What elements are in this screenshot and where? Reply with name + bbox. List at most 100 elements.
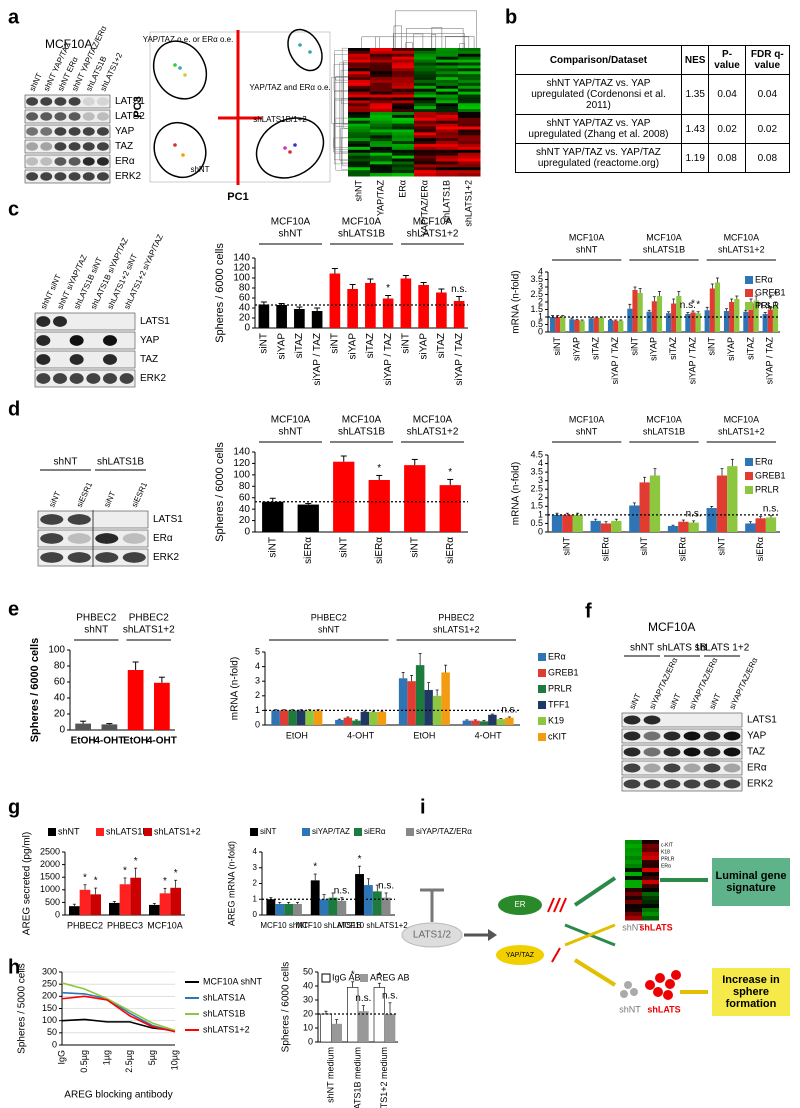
y-tick-label: 2000 bbox=[40, 859, 60, 869]
heatmap-cell bbox=[625, 868, 642, 873]
table-row: shNT YAP/TAZ vs. YAP upregulated (Corden… bbox=[515, 74, 791, 115]
band bbox=[53, 373, 67, 384]
heatmap-cell bbox=[436, 126, 459, 130]
x-tick-label: siTAZ bbox=[668, 337, 678, 360]
heatmap-cell bbox=[348, 74, 371, 78]
band bbox=[36, 335, 51, 346]
heatmap-cell bbox=[625, 840, 642, 845]
heatmap-cell bbox=[370, 152, 393, 157]
band bbox=[643, 715, 661, 725]
heatmap-cell bbox=[458, 106, 481, 110]
band bbox=[119, 373, 134, 384]
bar bbox=[690, 312, 696, 332]
node-label: ER bbox=[514, 900, 525, 909]
band bbox=[54, 127, 67, 136]
dendrogram bbox=[459, 43, 466, 48]
y-tick-label: 4.5 bbox=[530, 449, 543, 459]
heatmap-cell bbox=[414, 94, 437, 98]
heatmap-cell bbox=[414, 65, 437, 69]
heatmap-cell bbox=[414, 56, 437, 61]
header-cell: FDR q-value bbox=[744, 45, 791, 75]
heatmap-cell bbox=[458, 126, 481, 130]
heatmap-cell bbox=[458, 112, 481, 116]
heatmap-cell bbox=[436, 82, 459, 87]
bar bbox=[293, 903, 302, 915]
band bbox=[122, 533, 146, 544]
sphere bbox=[624, 981, 632, 989]
heatmap-cell bbox=[458, 173, 481, 177]
heatmap-cell bbox=[414, 170, 437, 174]
y-tick-label: 140 bbox=[233, 253, 250, 264]
x-tick-label: siERα bbox=[445, 537, 456, 564]
heatmap-cell bbox=[348, 50, 371, 55]
heatmap-cell bbox=[348, 132, 371, 136]
y-tick-label: 10 bbox=[303, 1022, 313, 1032]
heatmap-cell bbox=[392, 80, 415, 84]
arrowhead bbox=[488, 929, 497, 941]
legend-label: ERα bbox=[755, 456, 773, 466]
heatmap-cell bbox=[370, 50, 393, 55]
y-tick-label: 3 bbox=[538, 281, 543, 291]
heatmap-cell bbox=[370, 123, 393, 128]
y-tick-label: 0 bbox=[59, 725, 65, 736]
x-tick-label: siYAP bbox=[347, 333, 358, 360]
bar bbox=[381, 897, 391, 915]
cell: 1.35 bbox=[680, 74, 710, 115]
x-tick-label: MCF10 shLATS1B bbox=[295, 921, 361, 930]
heatmap-cell bbox=[348, 170, 371, 174]
bar bbox=[149, 904, 160, 915]
y-tick-label: 150 bbox=[42, 1003, 57, 1013]
bar bbox=[627, 308, 633, 332]
bar bbox=[723, 311, 730, 332]
heatmap-cell bbox=[436, 100, 459, 104]
heatmap-cell bbox=[458, 158, 481, 162]
y-tick-label: 2.5 bbox=[530, 484, 543, 494]
heatmap-cell bbox=[414, 135, 437, 139]
legend-label: shLATS1+2 bbox=[154, 826, 201, 836]
heatmap-cell bbox=[370, 56, 393, 61]
heatmap-cell bbox=[458, 164, 481, 168]
heatmap-cell bbox=[414, 85, 437, 90]
table-header: Comparison/Dataset NES P-value FDR q-val… bbox=[515, 45, 791, 75]
group-label: shLATS1+2 bbox=[718, 244, 765, 254]
heatmap-cell bbox=[348, 80, 371, 84]
band bbox=[68, 142, 81, 151]
bar bbox=[734, 299, 740, 332]
bar bbox=[329, 273, 341, 328]
heatmap-cell bbox=[348, 126, 371, 130]
pca-cluster-label: shLATS1B/1+2 bbox=[253, 115, 307, 124]
legend-label: shLATS1B bbox=[203, 1008, 245, 1018]
heatmap-cell bbox=[348, 109, 371, 113]
heatmap-cell bbox=[370, 120, 393, 125]
heatmap-cell bbox=[348, 68, 371, 72]
node-label: LATS1/2 bbox=[413, 930, 452, 941]
bar bbox=[355, 874, 364, 915]
band bbox=[36, 373, 51, 384]
pca-cluster-label: shNT bbox=[190, 165, 209, 174]
heatmap-cell bbox=[414, 48, 437, 52]
heatmap-cell bbox=[458, 129, 481, 133]
heatmap-cell bbox=[458, 62, 481, 66]
group-label: shLATS1+2 bbox=[433, 624, 480, 634]
heatmap-cell bbox=[370, 71, 393, 75]
heatmap-cell bbox=[642, 880, 659, 885]
y-tick-label: 20 bbox=[54, 709, 66, 720]
blot-group: shLATS1B bbox=[97, 457, 144, 468]
y-tick-label: 0 bbox=[52, 1039, 57, 1049]
legend-label: shLATS1B bbox=[106, 826, 148, 836]
node bbox=[496, 945, 544, 965]
heatmap-cell bbox=[392, 129, 415, 133]
cell: 0.04 bbox=[708, 74, 746, 115]
legend-label: K19 bbox=[548, 715, 564, 725]
bar bbox=[319, 899, 329, 915]
heatmap-cell bbox=[392, 141, 415, 145]
table-row: shNT YAP/TAZ vs. YAP/TAZ upregulated (re… bbox=[515, 143, 791, 173]
y-tick-label: 1.5 bbox=[530, 304, 543, 314]
sphere bbox=[630, 988, 638, 996]
bar bbox=[618, 320, 624, 332]
band bbox=[68, 112, 81, 121]
annotation: * bbox=[163, 876, 167, 887]
heatmap-cell bbox=[392, 71, 415, 75]
bar bbox=[651, 301, 657, 332]
heatmap-column: shLATS1+2 bbox=[463, 180, 473, 227]
